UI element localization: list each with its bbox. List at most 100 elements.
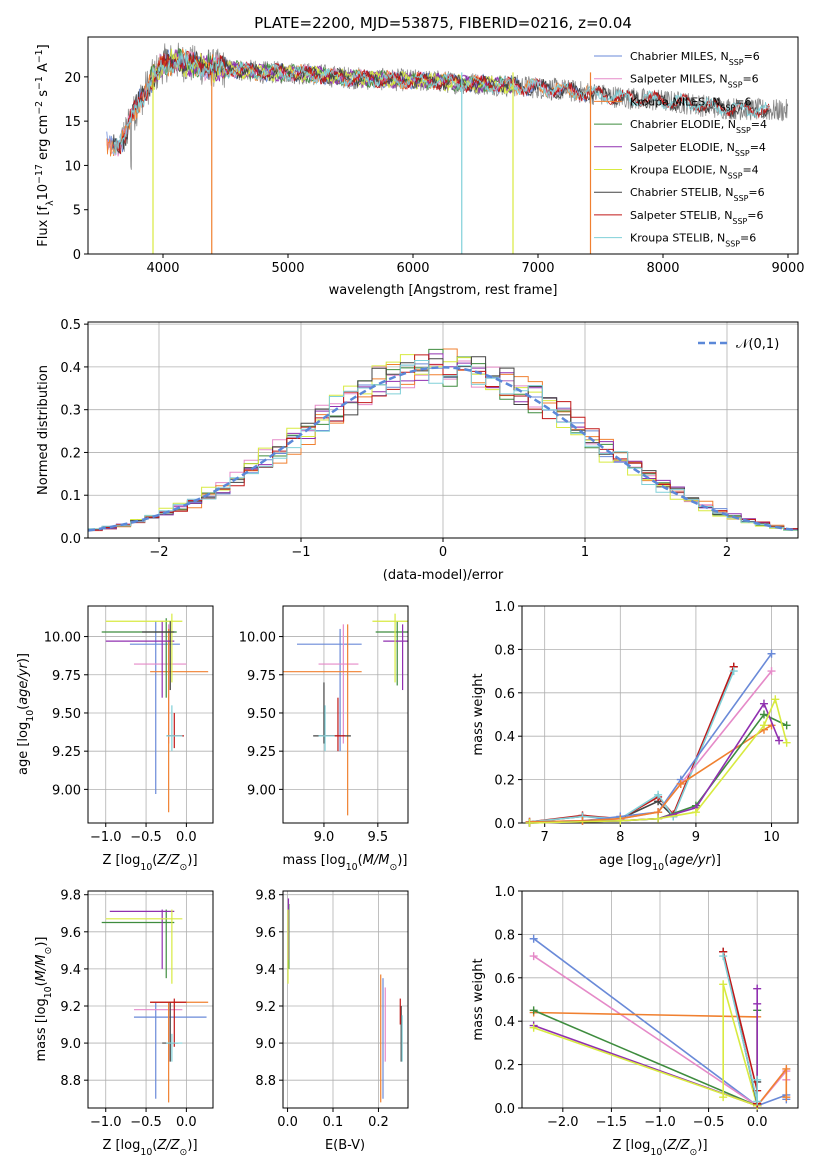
text-span: M/M [34, 955, 49, 982]
text-span: =6 [744, 50, 760, 63]
text-span: ] [36, 44, 51, 49]
text-span: SSP [725, 239, 740, 248]
x-tick-label: −1.0 [90, 830, 122, 845]
legend-entry: 𝒩(0,1) [736, 337, 779, 352]
text-span: Kroupa ELODIE, N [630, 164, 728, 177]
y-tick-label: 9.8 [255, 889, 276, 904]
weight-marker [529, 934, 538, 943]
x-tick-label: −1.0 [644, 1115, 676, 1130]
weight-line-1 [529, 666, 735, 823]
x-tick-label: 0.1 [323, 1115, 344, 1130]
plot-area [283, 613, 408, 816]
text-span: 10 [25, 710, 36, 722]
x-tick-label: −1.0 [90, 1115, 122, 1130]
x-tick-label: 9000 [771, 261, 804, 276]
text-span: M/M [363, 853, 390, 868]
x-tick-label: 10 [763, 830, 780, 845]
y-axis-label: mass weight [471, 673, 486, 755]
weight-line-3 [529, 653, 773, 823]
x-tick-label: 4000 [146, 261, 179, 276]
text-span: )] [711, 853, 721, 868]
x-tick-label: 0.0 [176, 1115, 197, 1130]
y-tick-label: 9.25 [247, 745, 276, 760]
y-tick-label: 0.8 [494, 643, 515, 658]
y-tick-label: 10.00 [44, 631, 81, 646]
text-span: Z [log [102, 1138, 140, 1153]
x-tick-label: 7 [541, 830, 549, 845]
x-tick-label: −1.5 [596, 1115, 628, 1130]
weight-marker [775, 736, 784, 745]
text-span: )] [397, 853, 407, 868]
y-tick-label: 9.4 [255, 963, 276, 978]
legend-entry: Salpeter STELIB, NSSP=6 [630, 209, 763, 226]
y-tick-label: 9.0 [255, 1037, 276, 1052]
text-span: Salpeter ELODIE, N [630, 141, 735, 154]
weight-marker [719, 952, 728, 961]
text-span: −1 [34, 49, 45, 63]
weight-marker [782, 1064, 791, 1073]
text-span: Chabrier ELODIE, N [630, 118, 736, 131]
y-tick-label: 8.8 [60, 1074, 81, 1089]
y-tick-label: 10.00 [239, 631, 276, 646]
x-tick-label: 0.2 [368, 1115, 389, 1130]
text-span: −1 [34, 76, 45, 90]
text-span: ⊙ [43, 947, 54, 955]
y-tick-label: 20 [64, 71, 81, 86]
age-vs-metallicity-panel: −1.0 −0.5 0.0 9.00 9.25 9.50 9.75 10.00 [44, 605, 214, 845]
weight-marker [578, 816, 587, 825]
x-tick-label: 0.0 [176, 830, 197, 845]
text-span: SSP [734, 194, 749, 203]
x-tick-label: 0.0 [277, 1115, 298, 1130]
text-span: =6 [742, 73, 758, 86]
text-span: ⊙ [690, 1147, 698, 1158]
weight-line-5 [533, 984, 759, 1108]
x-tick-label: −2 [149, 545, 168, 560]
text-span: SSP [728, 171, 743, 180]
text-span: ⊙ [180, 862, 188, 873]
x-axis-label: mass [log10(M/M⊙)] [283, 853, 408, 873]
text-span: ( [662, 1138, 667, 1153]
y-tick-label: 9.8 [60, 889, 81, 904]
text-span: Salpeter MILES, N [630, 73, 728, 86]
text-span: 10 [650, 1147, 662, 1158]
text-span: mass [log [34, 998, 49, 1061]
text-span: Chabrier STELIB, N [630, 186, 734, 199]
text-span: mass [log [283, 853, 346, 868]
axes-frame [282, 605, 409, 824]
y-tick-label: 0.3 [60, 404, 81, 419]
text-span: −2 [34, 101, 45, 115]
text-span: ( [34, 981, 49, 986]
text-span: ( [664, 853, 669, 868]
y-tick-label: 9.00 [52, 783, 81, 798]
y-axis-label: mass [log10(M/M⊙)] [34, 937, 54, 1062]
x-tick-label: 0.0 [747, 1115, 768, 1130]
text-span: SSP [729, 58, 744, 67]
text-span: 10 [140, 1147, 152, 1158]
legend-entry: Salpeter ELODIE, NSSP=4 [630, 141, 766, 158]
y-tick-label: 9.75 [247, 669, 276, 684]
y-tick-label: 0.2 [494, 1059, 515, 1074]
residual-histogram-panel: −2 −1 0 1 2 0.0 0.1 0.2 0.3 0.4 0.5 [60, 318, 799, 560]
y-tick-label: 1.0 [494, 600, 515, 615]
x-tick-label: 1 [581, 545, 589, 560]
weight-line-6 [529, 713, 788, 824]
text-span: ( [16, 705, 31, 710]
y-tick-label: 9.2 [255, 1000, 276, 1015]
weight-marker [525, 819, 534, 827]
legend-entry: Salpeter MILES, NSSP=6 [630, 73, 759, 90]
text-span: 10 [346, 862, 358, 873]
text-span: s [36, 90, 51, 101]
weight-marker [767, 667, 776, 676]
text-span: SSP [735, 148, 750, 157]
y-axis-label: age [log10(age/yr)] [16, 653, 36, 775]
normal-curve [88, 366, 796, 532]
weight-marker [759, 710, 768, 719]
y-tick-label: 9.75 [52, 669, 81, 684]
x-tick-label: −0.5 [130, 1115, 162, 1130]
text-span: Z [log [612, 1138, 650, 1153]
legend-entry: Kroupa MILES, NSSP=6 [630, 95, 751, 112]
x-tick-label: 8000 [646, 261, 679, 276]
weight-marker [782, 738, 791, 747]
x-axis-label: wavelength [Angstrom, rest frame] [329, 283, 558, 298]
age-vs-mass-panel: 9.0 9.5 9.00 9.25 9.50 9.75 10.00 [239, 605, 409, 845]
